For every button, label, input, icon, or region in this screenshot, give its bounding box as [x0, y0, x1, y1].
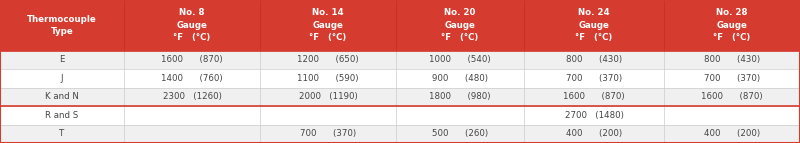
Bar	[124, 51, 260, 69]
Text: No. 28
Gauge
°F   (°C): No. 28 Gauge °F (°C)	[714, 8, 750, 42]
Text: 900      (480): 900 (480)	[432, 74, 488, 83]
Text: 1600      (870): 1600 (870)	[563, 92, 625, 101]
Bar	[396, 125, 524, 143]
Bar	[0, 106, 124, 125]
Text: No. 24
Gauge
°F   (°C): No. 24 Gauge °F (°C)	[575, 8, 613, 42]
Bar	[0, 88, 124, 106]
Bar	[260, 125, 396, 143]
Bar	[124, 0, 260, 51]
Bar	[124, 125, 260, 143]
Text: 700      (370): 700 (370)	[300, 129, 356, 138]
Text: 2300   (1260): 2300 (1260)	[162, 92, 222, 101]
Text: 2000   (1190): 2000 (1190)	[298, 92, 358, 101]
Text: 1400      (760): 1400 (760)	[161, 74, 223, 83]
Bar	[524, 106, 664, 125]
Text: 500      (260): 500 (260)	[432, 129, 488, 138]
Text: 700      (370): 700 (370)	[566, 74, 622, 83]
Bar	[396, 106, 524, 125]
Bar	[396, 88, 524, 106]
Bar	[0, 69, 124, 88]
Bar	[524, 51, 664, 69]
Bar	[664, 125, 800, 143]
Bar	[124, 69, 260, 88]
Text: No. 20
Gauge
°F   (°C): No. 20 Gauge °F (°C)	[442, 8, 478, 42]
Text: 1000      (540): 1000 (540)	[429, 55, 491, 64]
Bar	[124, 106, 260, 125]
Bar	[664, 0, 800, 51]
Bar	[524, 0, 664, 51]
Bar	[260, 88, 396, 106]
Text: 1600      (870): 1600 (870)	[701, 92, 763, 101]
Text: 1200      (650): 1200 (650)	[297, 55, 359, 64]
Bar	[260, 51, 396, 69]
Text: K and N: K and N	[45, 92, 79, 101]
Bar	[124, 88, 260, 106]
Text: Thermocouple
Type: Thermocouple Type	[27, 15, 97, 36]
Text: 2700   (1480): 2700 (1480)	[565, 111, 623, 120]
Bar	[524, 69, 664, 88]
Text: 700      (370): 700 (370)	[704, 74, 760, 83]
Text: 800      (430): 800 (430)	[566, 55, 622, 64]
Bar	[0, 0, 124, 51]
Bar	[664, 69, 800, 88]
Bar	[260, 106, 396, 125]
Text: No. 8
Gauge
°F   (°C): No. 8 Gauge °F (°C)	[174, 8, 210, 42]
Bar	[0, 51, 124, 69]
Text: 1600      (870): 1600 (870)	[161, 55, 223, 64]
Bar	[396, 51, 524, 69]
Bar	[524, 125, 664, 143]
Bar	[664, 88, 800, 106]
Text: 1100      (590): 1100 (590)	[298, 74, 358, 83]
Bar	[396, 69, 524, 88]
Bar	[0, 125, 124, 143]
Bar	[664, 51, 800, 69]
Bar	[260, 0, 396, 51]
Bar	[524, 88, 664, 106]
Bar	[664, 106, 800, 125]
Text: J: J	[61, 74, 63, 83]
Text: E: E	[59, 55, 65, 64]
Bar	[396, 0, 524, 51]
Text: R and S: R and S	[46, 111, 78, 120]
Bar	[260, 69, 396, 88]
Text: 800      (430): 800 (430)	[704, 55, 760, 64]
Text: No. 14
Gauge
°F   (°C): No. 14 Gauge °F (°C)	[310, 8, 346, 42]
Text: 1800      (980): 1800 (980)	[430, 92, 490, 101]
Text: T: T	[59, 129, 65, 138]
Text: 400      (200): 400 (200)	[566, 129, 622, 138]
Text: 400      (200): 400 (200)	[704, 129, 760, 138]
